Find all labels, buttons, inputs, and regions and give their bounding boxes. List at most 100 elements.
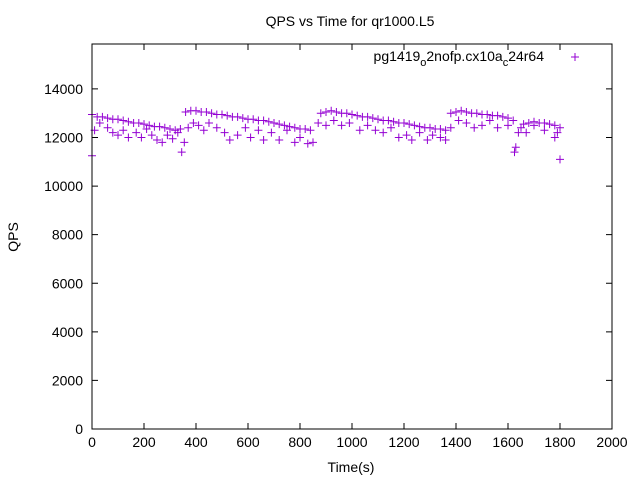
- data-point: [207, 109, 216, 118]
- y-tick-label: 10000: [44, 178, 83, 194]
- data-point: [290, 138, 299, 147]
- data-point: [316, 109, 325, 118]
- data-point: [446, 109, 455, 118]
- y-tick-label: 4000: [52, 324, 83, 340]
- data-point: [493, 111, 502, 120]
- data-point: [275, 120, 284, 129]
- data-point: [280, 121, 289, 130]
- x-tick-label: 1600: [492, 434, 523, 450]
- data-point: [184, 123, 193, 132]
- data-point: [189, 118, 198, 127]
- data-point: [504, 114, 512, 123]
- data-point: [371, 126, 380, 135]
- data-point: [483, 110, 492, 119]
- data-point: [296, 133, 304, 142]
- data-point: [108, 128, 117, 137]
- y-axis-label: QPS: [5, 222, 21, 252]
- data-point: [524, 118, 533, 127]
- data-point: [306, 126, 315, 135]
- data-point: [452, 108, 460, 117]
- data-point: [220, 128, 229, 137]
- x-tick-label: 1400: [440, 434, 471, 450]
- x-tick-label: 600: [236, 434, 260, 450]
- data-point: [332, 108, 341, 117]
- data-point: [322, 121, 330, 130]
- data-point: [98, 112, 107, 121]
- data-point: [233, 131, 242, 140]
- data-point: [218, 110, 226, 119]
- data-point: [540, 118, 549, 127]
- data-point: [337, 121, 346, 130]
- data-point: [329, 116, 338, 125]
- data-point: [407, 135, 416, 144]
- data-point: [402, 131, 411, 140]
- data-point: [160, 123, 169, 132]
- data-point: [153, 135, 161, 144]
- y-tick-label: 14000: [44, 81, 83, 97]
- data-point: [249, 115, 258, 124]
- data-point: [485, 116, 494, 125]
- data-point: [355, 126, 364, 135]
- data-point: [436, 133, 445, 142]
- y-axis: 0 2000 4000 6000 8000 10000 12000 14000: [44, 81, 612, 437]
- data-point: [259, 116, 268, 125]
- data-point: [441, 135, 450, 144]
- data-point: [103, 114, 112, 123]
- data-point: [180, 138, 189, 147]
- data-point: [114, 115, 122, 124]
- data-point: [192, 106, 200, 115]
- data-points: [88, 106, 564, 164]
- data-point: [225, 135, 234, 144]
- data-point: [462, 118, 471, 127]
- data-point: [550, 121, 559, 130]
- data-point: [510, 148, 519, 157]
- data-point: [270, 118, 278, 127]
- data-point: [556, 123, 564, 132]
- data-point: [155, 122, 164, 131]
- data-point: [428, 131, 437, 140]
- data-point: [132, 128, 141, 137]
- data-point: [238, 114, 247, 123]
- data-point: [457, 106, 466, 115]
- data-point: [363, 112, 372, 121]
- data-point: [389, 117, 398, 126]
- data-point: [181, 108, 190, 117]
- legend-label: pg1419o2nofp.cx10ac24r64: [374, 48, 545, 69]
- x-tick-label: 200: [132, 434, 156, 450]
- y-tick-label: 6000: [52, 275, 83, 291]
- data-point: [348, 110, 356, 119]
- data-point: [556, 155, 564, 164]
- data-point: [301, 125, 310, 134]
- data-point: [410, 121, 419, 130]
- data-point: [522, 128, 531, 137]
- data-point: [353, 111, 362, 120]
- x-axis-label: Time(s): [328, 459, 375, 475]
- data-point: [363, 121, 372, 130]
- data-point: [498, 112, 507, 121]
- data-point: [283, 126, 291, 135]
- data-point: [173, 128, 182, 137]
- data-point: [415, 128, 424, 137]
- data-point: [202, 108, 211, 117]
- data-point: [322, 108, 330, 117]
- data-point: [233, 112, 242, 121]
- chart-title: QPS vs Time for qr1000.L5: [266, 13, 435, 29]
- x-tick-label: 1000: [336, 434, 367, 450]
- data-point: [387, 123, 395, 132]
- data-point: [309, 138, 317, 147]
- data-point: [103, 123, 112, 132]
- data-point: [246, 133, 255, 142]
- data-point: [137, 133, 146, 142]
- x-tick-label: 400: [184, 434, 208, 450]
- data-point: [493, 123, 502, 132]
- x-tick-label: 1200: [388, 434, 419, 450]
- data-point: [509, 116, 518, 125]
- data-point: [478, 121, 486, 130]
- x-axis: 0 200 400 600 800 1000 1200 1400 1600 1800 2000: [88, 44, 628, 450]
- y-tick-label: 12000: [44, 130, 83, 146]
- data-point: [446, 123, 455, 132]
- data-point: [384, 116, 393, 125]
- data-point: [158, 138, 167, 147]
- data-point: [166, 125, 174, 134]
- data-point: [400, 118, 408, 127]
